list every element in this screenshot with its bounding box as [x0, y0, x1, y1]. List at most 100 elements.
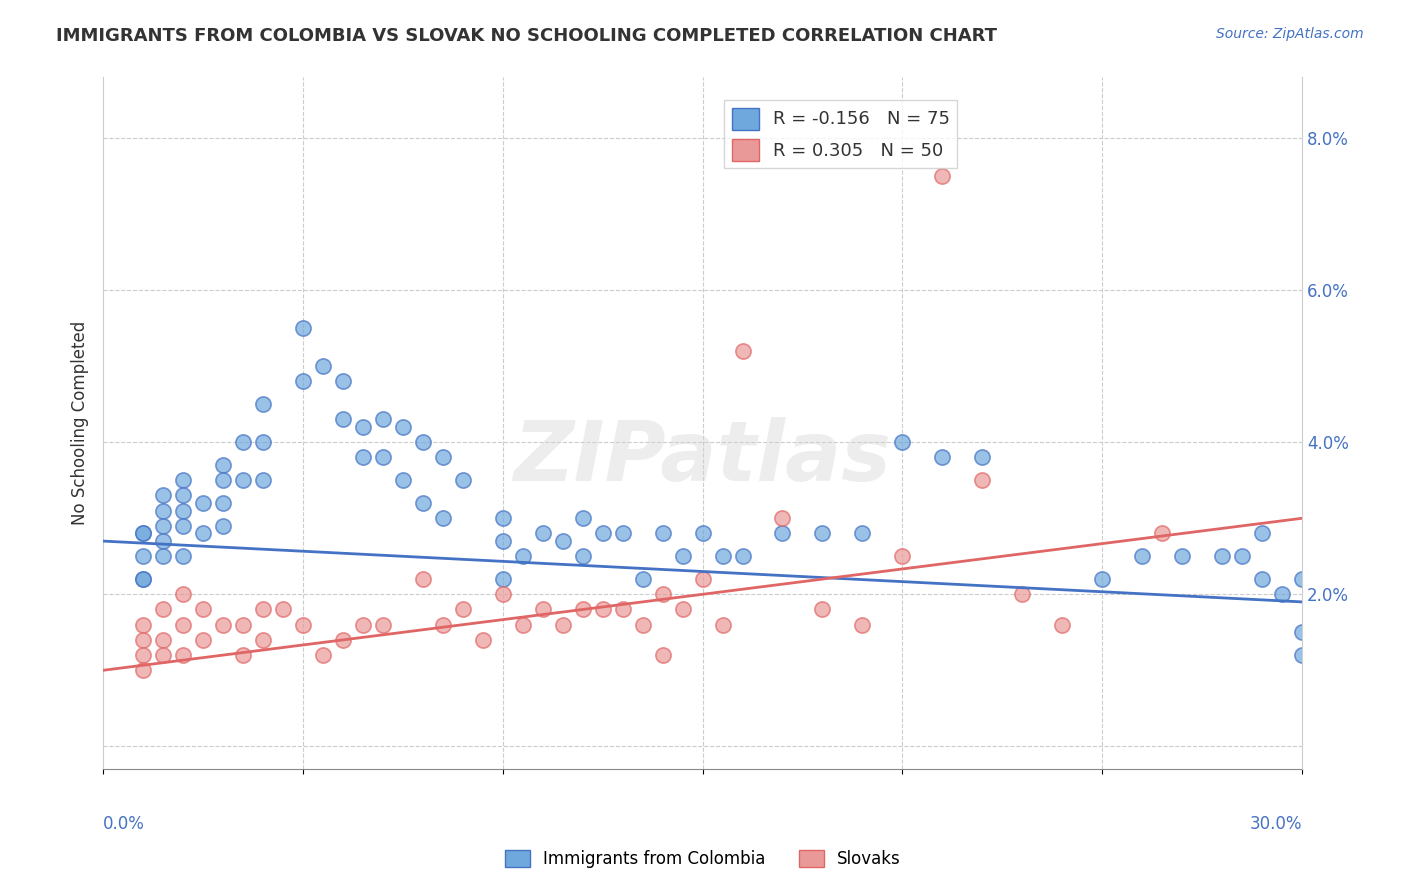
Point: [191, 496, 214, 510]
Point: [571, 511, 593, 525]
Point: [172, 648, 194, 662]
Point: [811, 526, 834, 541]
Point: [371, 617, 394, 632]
Point: [612, 602, 634, 616]
Point: [152, 602, 174, 616]
Point: [612, 526, 634, 541]
Legend: R = -0.156   N = 75, R = 0.305   N = 50: R = -0.156 N = 75, R = 0.305 N = 50: [724, 100, 957, 168]
Point: [132, 526, 155, 541]
Point: [651, 648, 673, 662]
Point: [291, 617, 314, 632]
Point: [631, 572, 654, 586]
Point: [692, 526, 714, 541]
Point: [811, 602, 834, 616]
Point: [492, 587, 515, 601]
Point: [191, 632, 214, 647]
Point: [152, 648, 174, 662]
Point: [931, 450, 953, 465]
Point: [291, 321, 314, 335]
Point: [492, 572, 515, 586]
Point: [711, 617, 734, 632]
Point: [1130, 549, 1153, 564]
Point: [172, 617, 194, 632]
Point: [711, 549, 734, 564]
Text: 30.0%: 30.0%: [1250, 814, 1302, 833]
Point: [412, 496, 434, 510]
Point: [132, 648, 155, 662]
Point: [152, 504, 174, 518]
Point: [512, 617, 534, 632]
Point: [972, 450, 994, 465]
Point: [571, 549, 593, 564]
Point: [492, 534, 515, 549]
Point: [132, 572, 155, 586]
Point: [132, 549, 155, 564]
Point: [471, 632, 494, 647]
Point: [731, 549, 754, 564]
Point: [692, 572, 714, 586]
Point: [212, 473, 235, 487]
Point: [252, 397, 274, 411]
Point: [412, 572, 434, 586]
Y-axis label: No Schooling Completed: No Schooling Completed: [72, 321, 89, 525]
Point: [432, 450, 454, 465]
Point: [291, 375, 314, 389]
Point: [172, 488, 194, 502]
Point: [172, 549, 194, 564]
Point: [551, 617, 574, 632]
Point: [172, 587, 194, 601]
Point: [191, 526, 214, 541]
Point: [352, 420, 374, 434]
Text: 0.0%: 0.0%: [103, 814, 145, 833]
Point: [731, 344, 754, 359]
Point: [371, 450, 394, 465]
Point: [1211, 549, 1233, 564]
Point: [592, 602, 614, 616]
Point: [252, 473, 274, 487]
Point: [772, 526, 794, 541]
Point: [671, 549, 693, 564]
Point: [1091, 572, 1114, 586]
Point: [271, 602, 294, 616]
Text: Source: ZipAtlas.com: Source: ZipAtlas.com: [1216, 27, 1364, 41]
Point: [252, 602, 274, 616]
Point: [492, 511, 515, 525]
Point: [392, 420, 415, 434]
Point: [1251, 572, 1274, 586]
Point: [651, 587, 673, 601]
Point: [851, 617, 873, 632]
Point: [312, 359, 335, 374]
Point: [1291, 625, 1313, 640]
Point: [132, 526, 155, 541]
Point: [152, 632, 174, 647]
Point: [392, 473, 415, 487]
Point: [1251, 526, 1274, 541]
Point: [432, 511, 454, 525]
Point: [371, 412, 394, 426]
Point: [172, 504, 194, 518]
Point: [152, 534, 174, 549]
Point: [891, 549, 914, 564]
Point: [631, 617, 654, 632]
Text: ZIPatlas: ZIPatlas: [513, 417, 891, 499]
Point: [232, 435, 254, 450]
Point: [412, 435, 434, 450]
Point: [352, 617, 374, 632]
Point: [152, 488, 174, 502]
Point: [772, 511, 794, 525]
Point: [252, 435, 274, 450]
Point: [132, 572, 155, 586]
Point: [592, 526, 614, 541]
Point: [1291, 648, 1313, 662]
Point: [1291, 572, 1313, 586]
Legend: Immigrants from Colombia, Slovaks: Immigrants from Colombia, Slovaks: [498, 843, 908, 875]
Point: [232, 617, 254, 632]
Point: [531, 602, 554, 616]
Point: [671, 602, 693, 616]
Point: [232, 473, 254, 487]
Text: IMMIGRANTS FROM COLOMBIA VS SLOVAK NO SCHOOLING COMPLETED CORRELATION CHART: IMMIGRANTS FROM COLOMBIA VS SLOVAK NO SC…: [56, 27, 997, 45]
Point: [891, 435, 914, 450]
Point: [1230, 549, 1253, 564]
Point: [1271, 587, 1294, 601]
Point: [132, 632, 155, 647]
